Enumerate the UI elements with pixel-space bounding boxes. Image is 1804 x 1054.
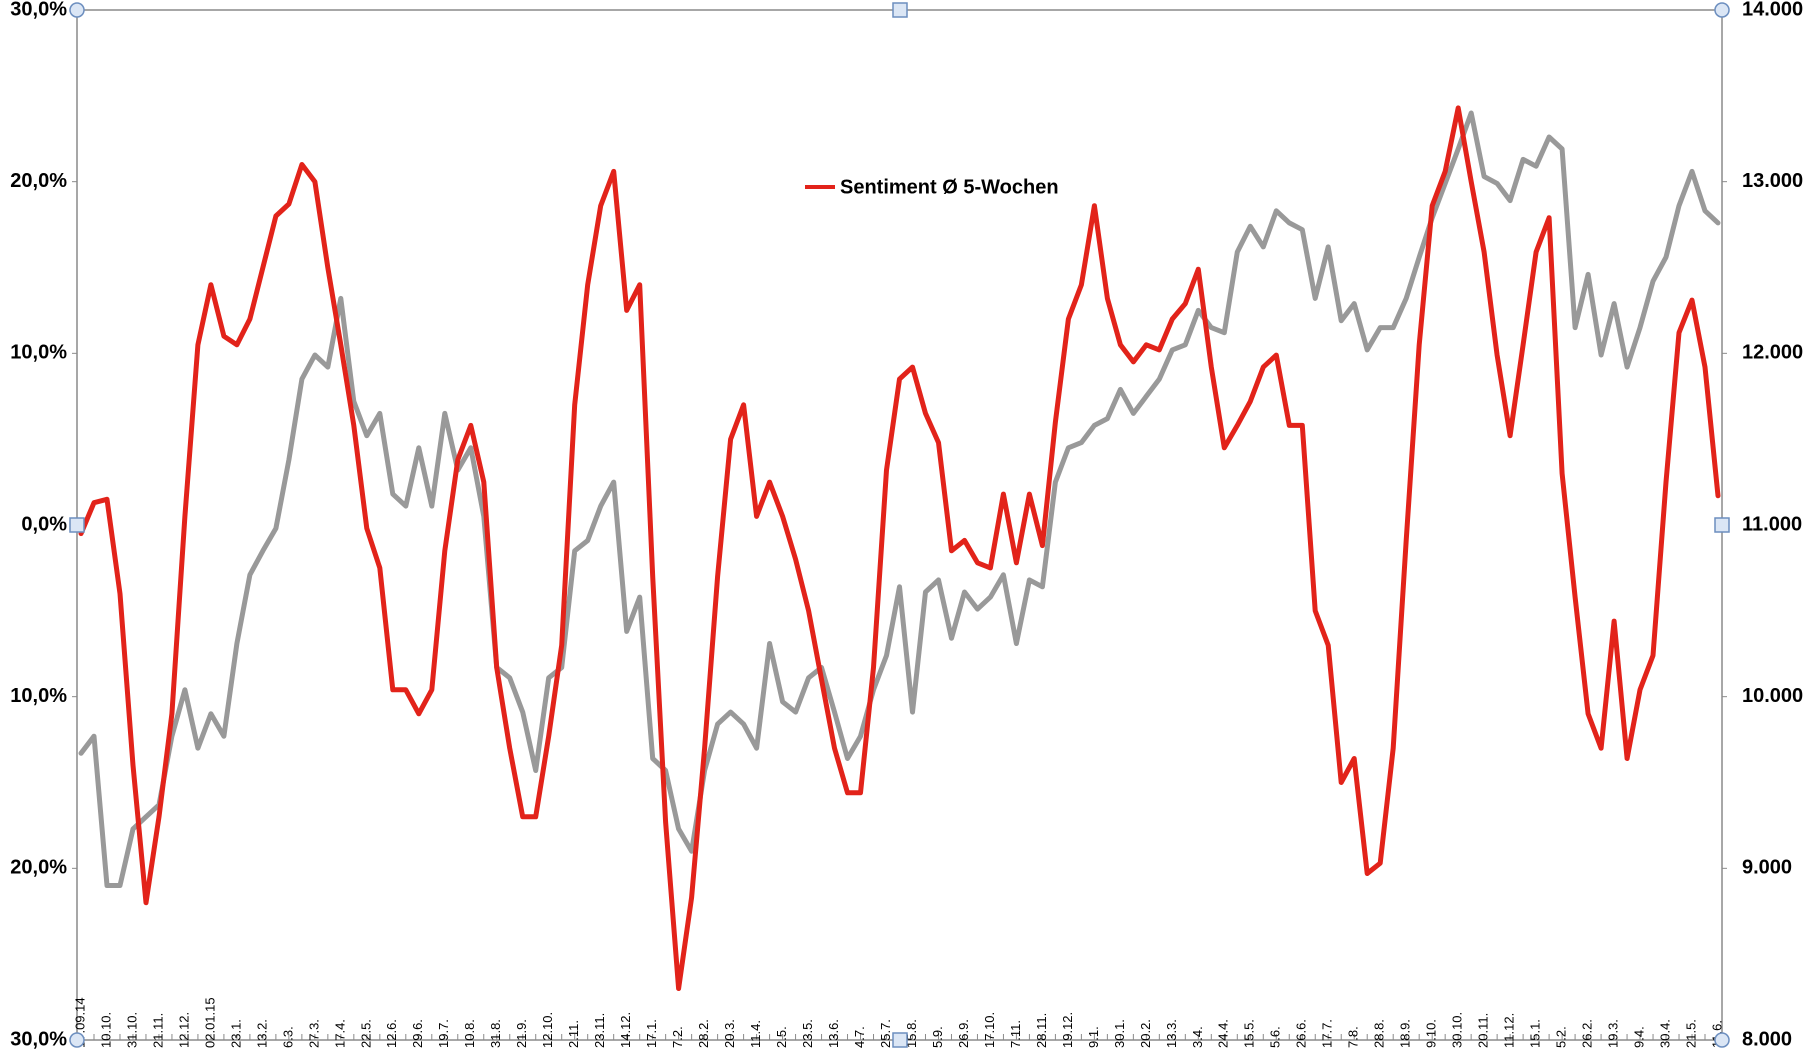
x-tick-label: 21.5. [1683,1019,1698,1048]
x-tick-label: 21.9. [514,1019,529,1048]
y2-tick-label: 12.000 [1742,342,1803,364]
x-tick-label: 5.2. [1554,1026,1569,1048]
y2-tick-label: 14.000 [1742,0,1803,20]
x-tick-label: 28.8. [1372,1019,1387,1048]
selection-handles [69,2,1730,1048]
x-tick-label: 02.01.15 [202,997,217,1048]
handle [1714,1032,1730,1048]
x-tick-label: 7.11. [1008,1020,1023,1048]
y-tick-label: 10,0% [10,342,67,364]
x-tick-label: 14.12. [618,1012,633,1048]
legend-label: Sentiment Ø 5-Wochen [840,176,1059,198]
handle [69,1032,85,1048]
x-tick-label: 10.8. [462,1019,477,1048]
x-tick-label: 6.3. [280,1026,295,1048]
handle [69,517,85,533]
x-tick-label: 13.2. [254,1019,269,1048]
x-tick-label: 11.12. [1502,1013,1517,1048]
series-line [78,110,1721,888]
x-tick-label: 22.5. [358,1019,373,1048]
x-tick-label: 3.4. [1190,1026,1205,1048]
x-tick-label: 9.1. [1086,1026,1101,1048]
x-tick-label: 9.4. [1631,1026,1646,1048]
x-tick-label: 13.6. [826,1019,841,1048]
x-tick-label: 28.11. [1034,1013,1049,1048]
x-tick-label: 20.2. [1138,1019,1153,1048]
x-tick-label: 18.9. [1398,1019,1413,1048]
x-tick-label: 26.6. [1294,1019,1309,1048]
x-tick-label: 12.12. [176,1012,191,1048]
handle [892,1032,908,1048]
x-tick-label: 5.9. [930,1026,945,1048]
x-tick-label: 7.8. [1346,1026,1361,1048]
x-tick-label: 15.5. [1242,1019,1257,1048]
y2-tick-label: 13.000 [1742,170,1803,192]
x-tick-label: 13.3. [1164,1019,1179,1048]
handle [69,2,85,18]
x-tick-label: 23.5. [800,1019,815,1048]
y2-tick-label: 10.000 [1742,685,1803,707]
x-tick-label: 17.4. [332,1019,347,1048]
handle [1714,517,1730,533]
handle [1714,2,1730,18]
x-tick-label: 2.11. [566,1020,581,1048]
plot-frame [76,9,1723,1041]
y-tick-label: 20,0% [10,857,67,879]
x-tick-label: 20.11. [1476,1013,1491,1048]
y2-tick-label: 11.000 [1742,513,1802,535]
x-tick-label: 29.6. [410,1019,425,1048]
x-tick-label: 7.2. [670,1026,685,1048]
y-tick-label: 0,0% [21,513,67,535]
x-tick-label: 27.3. [306,1019,321,1048]
x-tick-label: 10.10. [98,1012,113,1048]
x-tick-label: 19.7. [436,1019,451,1048]
x-tick-label: 17.10. [982,1012,997,1048]
x-tick-label: 9.10. [1424,1019,1439,1048]
x-tick-label: 11.4. [748,1020,763,1048]
y-tick-label: 30,0% [10,0,67,20]
x-tick-label: 30.10. [1450,1012,1465,1048]
x-tick-label: 19.3. [1606,1019,1621,1048]
x-tick-label: 30.4. [1657,1019,1672,1048]
x-tick-label: 25.7. [878,1019,893,1048]
x-tick-label: 26.2. [1580,1019,1595,1048]
x-tick-label: 4.7. [852,1026,867,1048]
handle [892,2,908,18]
x-tick-label: 24.4. [1216,1019,1231,1048]
series-line [78,105,1721,991]
x-tick-label: 31.8. [488,1019,503,1048]
x-tick-label: 28.2. [696,1019,711,1048]
x-tick-label: 20.3. [722,1019,737,1048]
x-tick-label: 19.12. [1060,1012,1075,1048]
y-tick-label: 20,0% [10,170,67,192]
x-tick-label: 5.6. [1268,1026,1283,1048]
x-tick-label: 17.7. [1320,1019,1335,1048]
x-tick-label: 17.1. [644,1019,659,1048]
x-tick-label: 21.11. [150,1013,165,1048]
y-tick-label: 30,0% [10,1028,67,1050]
x-tick-label: 23.1. [228,1019,243,1048]
x-tick-label: 23.11. [592,1013,607,1048]
x-tick-label: 12.6. [384,1019,399,1048]
x-tick-label: 12.10. [540,1012,555,1048]
y-tick-label: 10,0% [10,685,67,707]
y2-tick-label: 8.000 [1742,1028,1792,1050]
x-tick-label: 30.1. [1112,1019,1127,1048]
y2-tick-label: 9.000 [1742,857,1792,879]
x-tick-label: 31.10. [124,1012,139,1048]
x-tick-label: 2.5. [774,1026,789,1048]
x-tick-label: 15.1. [1528,1019,1543,1048]
x-tick-label: 26.9. [956,1019,971,1048]
